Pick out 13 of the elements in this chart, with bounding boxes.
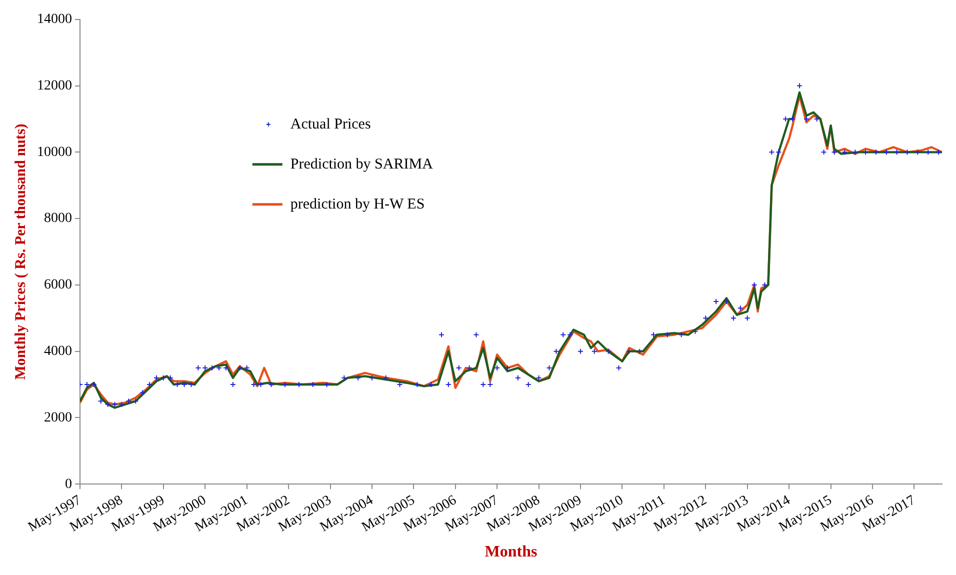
y-tick-label: 14000 bbox=[37, 12, 72, 28]
legend-label: Prediction by SARIMA bbox=[290, 156, 434, 172]
y-tick-label: 12000 bbox=[37, 78, 72, 94]
y-tick-label: 6000 bbox=[44, 278, 72, 293]
y-tick-label: 8000 bbox=[44, 211, 72, 226]
y-axis-title: Monthly Prices ( Rs. Per thousand nuts) bbox=[12, 124, 29, 380]
y-tick-label: 0 bbox=[65, 476, 72, 492]
y-tick-label: 4000 bbox=[44, 344, 72, 359]
y-tick-label: 10000 bbox=[37, 144, 72, 160]
legend-label: Actual Prices bbox=[290, 116, 371, 132]
x-axis-title: Months bbox=[484, 544, 538, 561]
legend-label: prediction by H-W ES bbox=[290, 196, 425, 212]
y-tick-label: 2000 bbox=[44, 410, 72, 426]
